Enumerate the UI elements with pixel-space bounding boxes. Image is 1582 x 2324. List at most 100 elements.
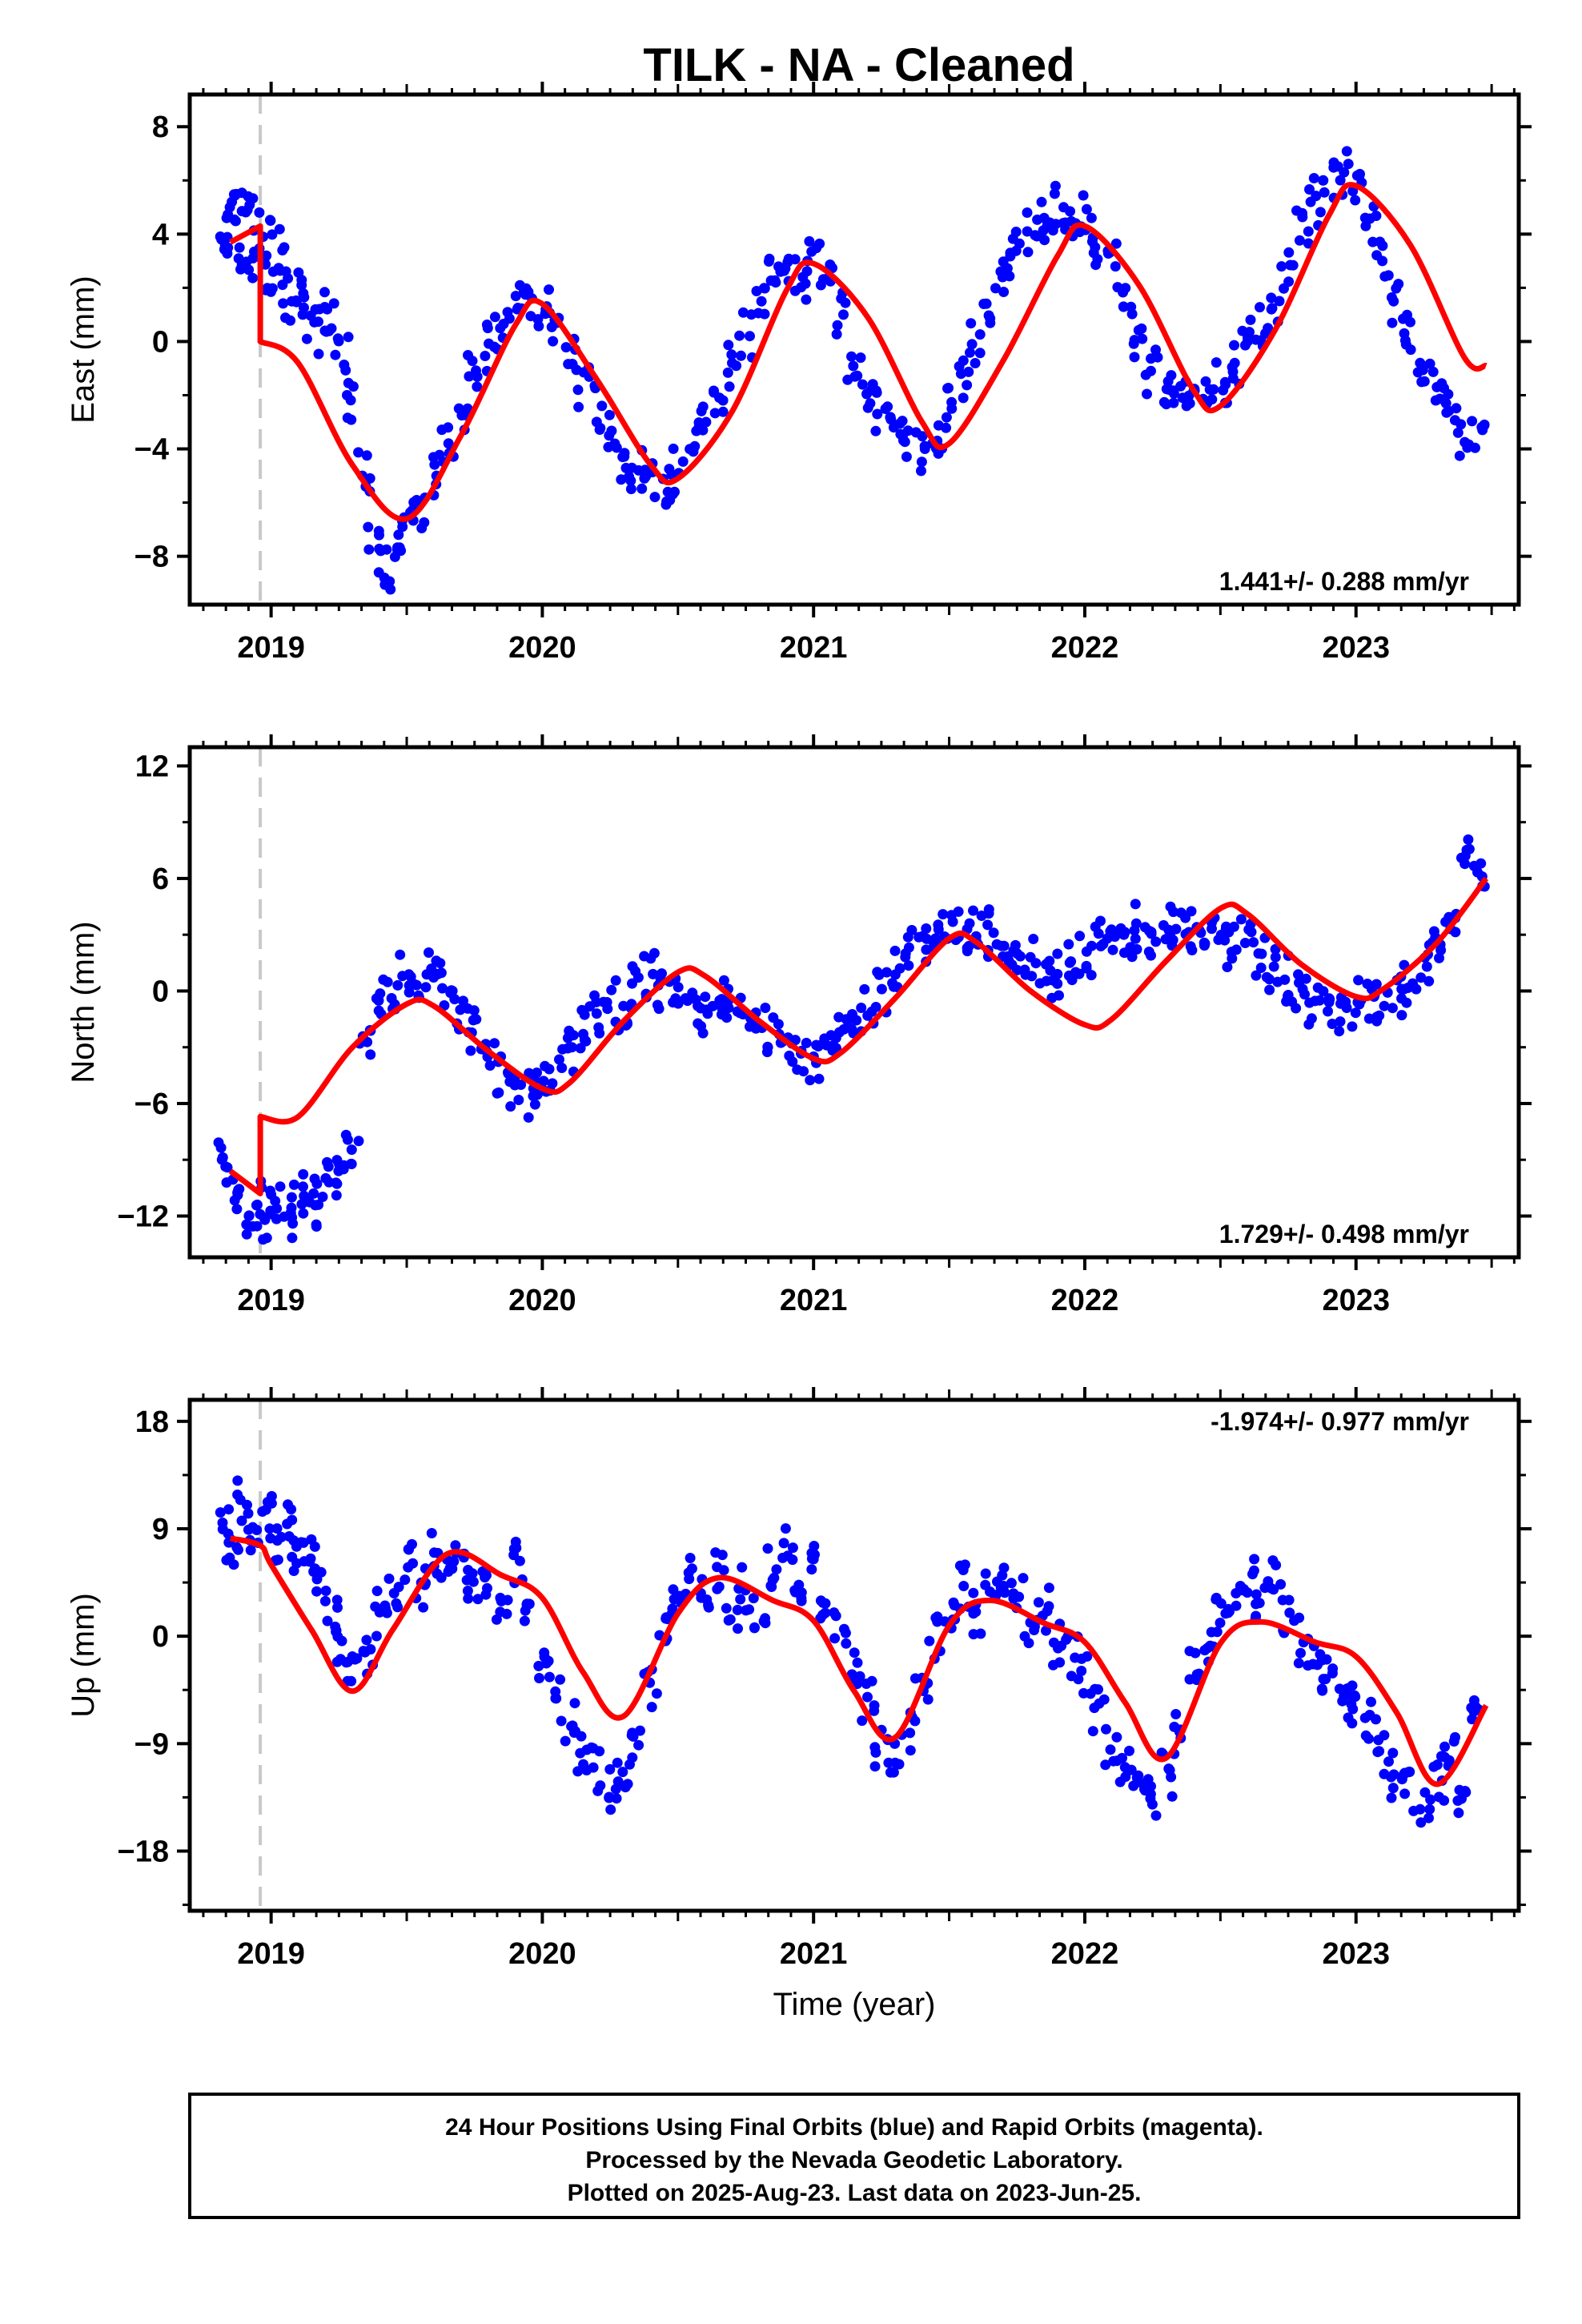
east-point	[1030, 230, 1041, 241]
up-point	[1399, 1788, 1411, 1799]
up-point	[840, 1627, 851, 1638]
east-point	[745, 331, 755, 342]
east-point	[393, 529, 404, 541]
east-point	[736, 350, 746, 361]
east-point	[1136, 323, 1147, 334]
up-point	[924, 1635, 935, 1647]
north-point	[576, 1004, 588, 1015]
north-point	[1239, 938, 1251, 948]
east-point	[800, 278, 811, 289]
east-point	[1315, 207, 1326, 218]
up-point	[1460, 1786, 1471, 1796]
east-point	[273, 263, 284, 274]
east-point	[1065, 206, 1075, 217]
east-point	[1274, 296, 1285, 307]
north-ytick-label: −6	[135, 1088, 169, 1121]
east-point	[560, 342, 572, 353]
up-point	[569, 1698, 580, 1709]
east-point	[606, 425, 617, 436]
up-panel: −18 −9 0 9 18 2019 2020 2021 2022 2023 Up (mm) Time…	[66, 1387, 1532, 2022]
north-point	[532, 1089, 543, 1100]
east-point	[328, 298, 339, 309]
north-point	[489, 1038, 500, 1049]
up-point	[271, 1523, 283, 1534]
east-point	[1319, 187, 1330, 198]
up-xtick-label: 2019	[237, 1937, 305, 1971]
north-point	[787, 1056, 798, 1068]
east-point	[902, 425, 913, 436]
up-point	[820, 1607, 831, 1618]
north-point	[1423, 975, 1435, 987]
north-point	[1126, 951, 1138, 963]
east-point	[1371, 250, 1383, 261]
up-point	[733, 1623, 743, 1634]
east-point	[885, 414, 897, 425]
north-point	[645, 953, 656, 964]
east-point	[1297, 211, 1308, 223]
north-point	[217, 1152, 228, 1163]
north-point	[1291, 1003, 1302, 1014]
north-point	[1293, 969, 1303, 980]
up-point	[1146, 1799, 1158, 1810]
up-point	[443, 1566, 454, 1577]
up-point	[1119, 1762, 1130, 1773]
up-point	[578, 1759, 589, 1770]
north-point	[1353, 975, 1364, 986]
north-point	[1107, 944, 1118, 955]
east-point	[279, 242, 290, 253]
north-rate-label: 1.729+/- 0.498 mm/yr	[1219, 1220, 1469, 1248]
north-point	[1434, 952, 1444, 963]
up-point	[1321, 1654, 1332, 1665]
up-point	[749, 1622, 760, 1634]
up-points	[215, 1475, 1485, 1828]
east-point	[661, 499, 672, 510]
east-point	[1341, 146, 1352, 157]
north-point	[505, 1101, 516, 1112]
up-xtick-label: 2021	[780, 1937, 848, 1971]
north-point	[428, 972, 440, 983]
north-point	[1095, 941, 1106, 951]
east-point	[958, 355, 969, 366]
up-point	[668, 1584, 679, 1595]
up-point	[550, 1686, 561, 1697]
up-point	[1439, 1751, 1450, 1763]
east-point	[261, 250, 272, 261]
east-point	[764, 253, 775, 264]
north-point	[917, 931, 928, 942]
east-point	[609, 438, 620, 449]
north-point	[610, 975, 621, 986]
east-point	[247, 272, 259, 283]
east-point	[373, 525, 384, 537]
up-point	[651, 1688, 662, 1699]
east-point	[1412, 367, 1423, 378]
up-point	[1471, 1702, 1482, 1713]
north-point	[695, 1003, 706, 1014]
up-point	[361, 1634, 372, 1646]
up-point	[286, 1504, 297, 1515]
up-point	[330, 1621, 341, 1632]
up-point	[1318, 1674, 1329, 1685]
east-point	[916, 456, 927, 468]
east-point	[472, 381, 483, 392]
up-point	[540, 1658, 552, 1669]
east-point	[899, 436, 910, 448]
up-point	[646, 1702, 657, 1713]
east-point	[825, 259, 836, 270]
up-point	[762, 1543, 773, 1554]
up-point	[480, 1589, 492, 1600]
east-point	[974, 329, 986, 340]
east-points	[215, 146, 1490, 595]
north-point	[859, 983, 870, 995]
east-point	[1092, 254, 1103, 265]
up-point	[560, 1735, 571, 1747]
up-point	[796, 1595, 807, 1606]
up-point	[555, 1674, 566, 1685]
up-point	[1248, 1565, 1259, 1576]
up-point	[245, 1545, 256, 1556]
up-point	[1128, 1780, 1139, 1791]
east-point	[626, 462, 637, 473]
north-point	[1010, 939, 1021, 951]
north-point	[1131, 943, 1142, 955]
north-point	[1379, 1000, 1390, 1011]
